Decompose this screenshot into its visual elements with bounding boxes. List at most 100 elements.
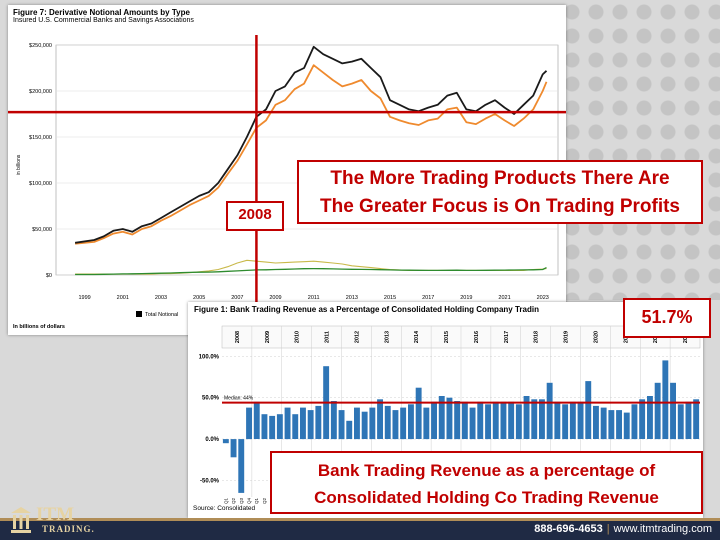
bar <box>577 401 584 439</box>
bar <box>438 396 445 439</box>
pillar-logo-icon <box>11 507 31 533</box>
bar <box>284 407 291 440</box>
x-tick-label: 2007 <box>231 295 243 301</box>
year-label: 2016 <box>474 331 480 343</box>
logo-text-itm: ITM <box>36 504 74 525</box>
figure7-title: Figure 7: Derivative Notional Amounts by… <box>13 8 190 17</box>
bar <box>677 404 684 440</box>
logo-text-trading: TRADING. <box>42 524 95 534</box>
bar <box>400 407 407 440</box>
bar <box>300 407 306 440</box>
bar <box>338 410 345 440</box>
year-label: 2020 <box>593 331 599 343</box>
bar <box>230 439 237 458</box>
figure1-source: Source: Consolidated <box>193 505 256 512</box>
x-tick-label: 2009 <box>269 295 281 301</box>
bar <box>384 405 391 439</box>
y-tick-label: $50,000 <box>32 227 52 233</box>
bar <box>377 399 383 439</box>
bar <box>269 415 276 440</box>
year-label: 2011 <box>325 331 331 343</box>
bar <box>346 420 353 439</box>
bar <box>623 412 630 440</box>
bar <box>508 401 515 439</box>
bar <box>608 410 615 440</box>
bar <box>554 401 561 439</box>
year-label: 2014 <box>414 330 420 343</box>
bar <box>685 401 692 439</box>
x-tick-label: 2019 <box>460 295 472 301</box>
year-label: 2017 <box>504 331 510 343</box>
y-tick-label: 0.0% <box>205 437 219 443</box>
bar <box>654 382 661 440</box>
bar <box>238 439 245 493</box>
bar <box>354 407 360 440</box>
bar <box>431 401 437 439</box>
x-tick-label: 2023 <box>537 295 549 301</box>
swaps-line <box>75 64 548 245</box>
bar <box>292 414 299 439</box>
bar <box>647 396 653 439</box>
bank-callout-line2: Consolidated Holding Co Trading Revenue <box>314 488 659 507</box>
options-line <box>75 267 547 276</box>
x-tick-label: 2005 <box>193 295 205 301</box>
bar <box>562 404 569 440</box>
bar <box>670 382 676 440</box>
bar <box>477 401 484 439</box>
bar <box>662 360 669 439</box>
bar <box>546 382 553 440</box>
bank-callout-line1: Bank Trading Revenue as a percentage of <box>317 461 656 480</box>
y-tick-label: 50.0% <box>202 396 220 402</box>
x-tick-label: 2001 <box>117 295 129 301</box>
legend-swatch-total <box>136 311 142 317</box>
figure7-chart: $0 $50,000 $100,000 $150,000 $200,000 $250,00… <box>8 35 566 335</box>
quarter-label: Q4 <box>246 498 251 505</box>
contact-info: 888-696-4653 | www.itmtrading.com <box>534 523 712 535</box>
bar <box>539 399 545 439</box>
bar <box>593 405 599 439</box>
bank-revenue-callout: Bank Trading Revenue as a percentage of … <box>270 451 703 514</box>
bar <box>276 414 283 439</box>
y-tick-label: $100,000 <box>29 181 52 187</box>
bar <box>531 399 538 439</box>
bar <box>253 401 260 439</box>
background-dot-pattern <box>560 0 720 300</box>
bar <box>492 401 499 439</box>
quarter-label: Q1 <box>223 498 228 505</box>
y-tick-label: 100.0% <box>199 354 220 360</box>
legend-label-total: Total Notional <box>145 312 178 318</box>
year-label: 2018 <box>534 331 540 343</box>
year-label: 2009 <box>265 331 271 343</box>
bar <box>569 401 576 439</box>
main-callout-line1: The More Trading Products There Are <box>330 168 670 189</box>
bar <box>631 404 638 440</box>
bar <box>315 405 322 439</box>
bar <box>639 399 646 439</box>
bar <box>454 401 461 440</box>
bar <box>585 381 592 439</box>
year-label: 2008 <box>235 331 241 343</box>
figure1-chart: 100.0% 50.0% 0.0% -50.0% 2008 2009 2010 2011 201… <box>199 325 701 505</box>
bar <box>600 407 607 440</box>
bar <box>500 401 507 439</box>
y-tick-label: $150,000 <box>29 135 52 141</box>
y-tick-label: $250,000 <box>29 43 52 49</box>
bar <box>469 407 476 440</box>
main-callout: The More Trading Products There Are The … <box>297 160 703 224</box>
bar <box>330 401 337 440</box>
year-callout: 2008 <box>226 201 284 231</box>
year-label: 2010 <box>295 331 301 343</box>
year-label: 2012 <box>354 331 360 343</box>
x-tick-label: 2021 <box>498 295 510 301</box>
bar <box>693 399 700 439</box>
bar <box>446 397 453 440</box>
website-link[interactable]: www.itmtrading.com <box>613 523 712 535</box>
footer-gold-stripe <box>0 518 720 521</box>
footer-bar <box>0 518 720 540</box>
bar <box>408 404 414 440</box>
percent-callout: 51.7% <box>623 298 711 338</box>
phone-number[interactable]: 888-696-4653 <box>534 523 603 535</box>
y-tick-label: $200,000 <box>29 89 52 95</box>
y-axis-label: in billions <box>16 154 22 175</box>
bar <box>523 396 530 439</box>
